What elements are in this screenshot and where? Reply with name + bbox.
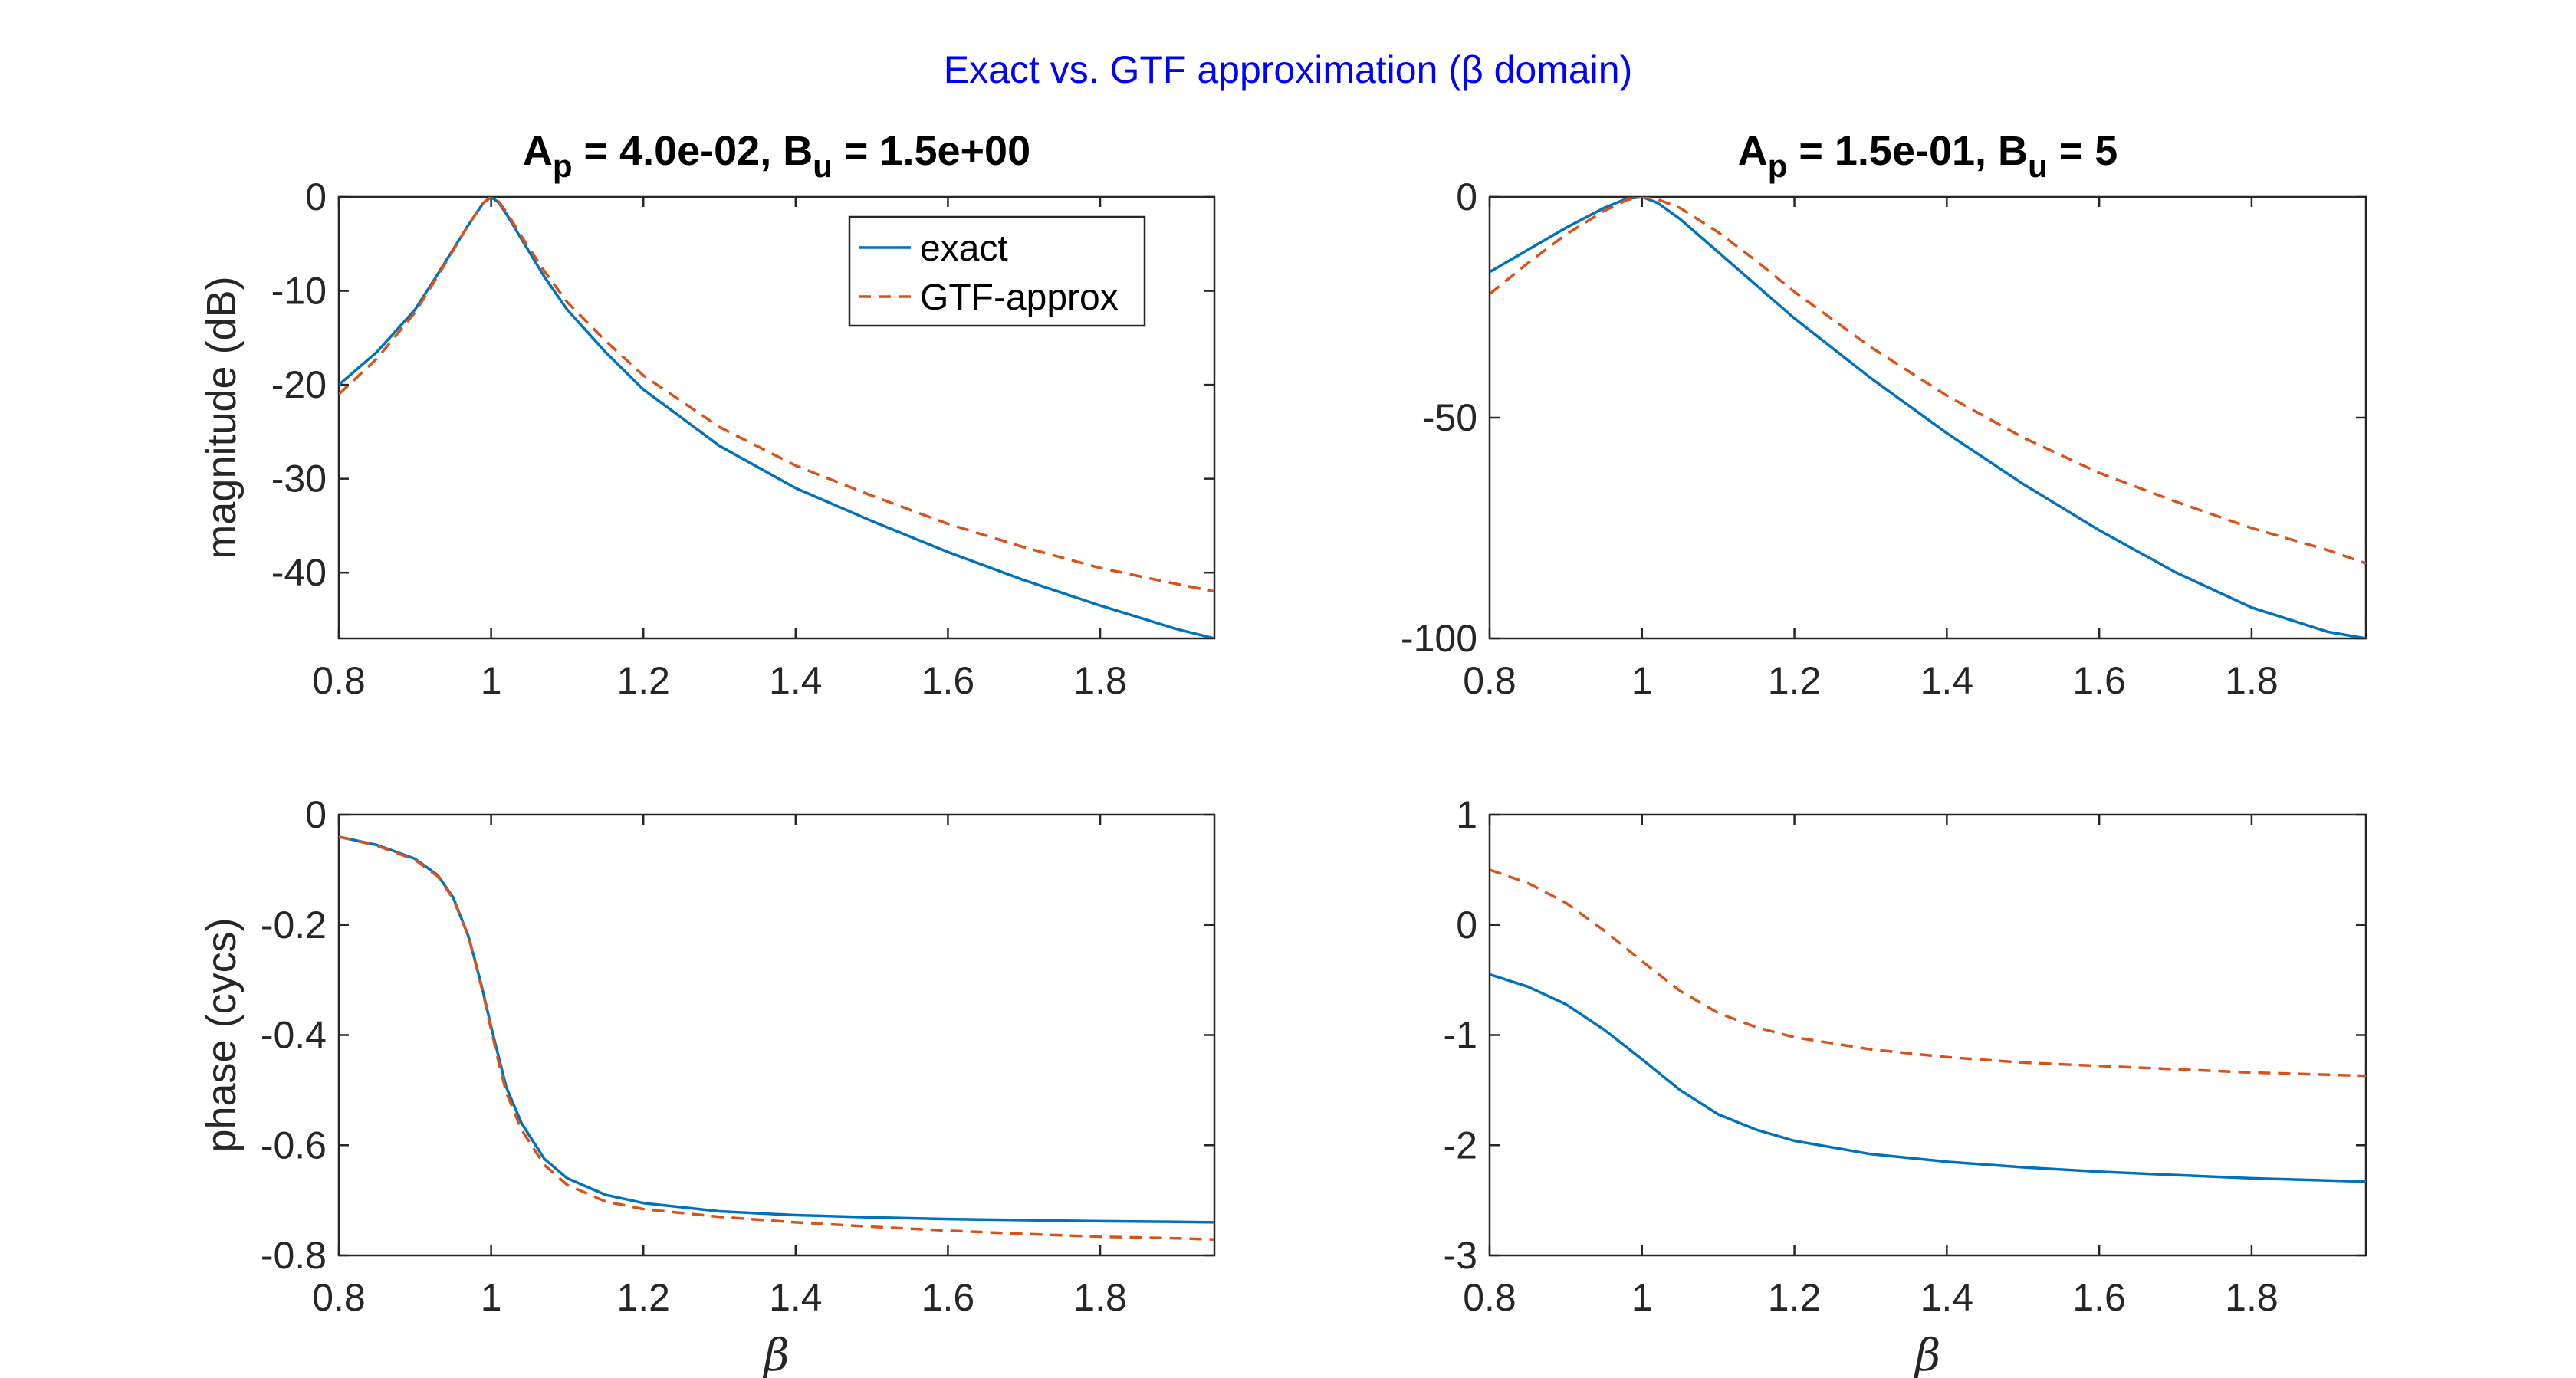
x-tick-label: 0.8	[312, 1276, 366, 1319]
title-subscript: p	[553, 148, 573, 184]
title-subscript: p	[1768, 148, 1788, 184]
y-axis-label: magnitude (dB)	[199, 276, 245, 559]
x-tick-label: 1	[1631, 1276, 1653, 1319]
x-tick-label: 1	[481, 659, 502, 702]
y-tick-label: 0	[305, 793, 327, 836]
series-line-exact	[1490, 197, 2366, 638]
subplot-left-magnitude: 0.8 1 1.2 1.4 1.6 1.8 0 -10 -20 -30 -40 Ap = 4.0e-0…	[199, 128, 1216, 702]
x-tick-label: 1.8	[2225, 659, 2279, 702]
title-text: = 1.5e-01, B	[1787, 128, 2028, 174]
x-tick-label: 0.8	[1463, 1276, 1516, 1319]
title-text: = 5	[2048, 128, 2118, 174]
title-text: A	[1738, 128, 1768, 174]
subplot-left-phase: 0.8 1 1.2 1.4 1.6 1.8 0 -0.2 -0.4 -0.6 -0.8 phase (…	[199, 793, 1216, 1378]
legend-label-exact: exact	[920, 228, 1008, 269]
y-tick-label: -20	[271, 363, 327, 406]
legend-box	[848, 215, 1146, 327]
x-tick-label: 1	[1631, 659, 1653, 702]
x-tick-label: 1.2	[1768, 659, 1822, 702]
title-text: = 1.5e+00	[833, 128, 1030, 174]
y-tick-label: -100	[1401, 617, 1477, 660]
x-tick-label: 1.2	[1768, 1276, 1822, 1319]
x-tick-label: 1.2	[616, 659, 670, 702]
series-line-exact	[1490, 973, 2366, 1183]
x-tick-label: 1.8	[2225, 1276, 2279, 1319]
series-line-gtf-approx	[339, 197, 1214, 593]
series-line-gtf-approx	[1490, 868, 2366, 1078]
y-tick-label: -10	[271, 270, 327, 313]
series-line-gtf-approx	[1490, 197, 2366, 565]
y-tick-label: 1	[1456, 793, 1477, 836]
legend: exact GTF-approx	[848, 215, 1146, 327]
x-axis-label: β	[762, 1329, 790, 1378]
subplot-title: Ap = 4.0e-02, Bu = 1.5e+00	[523, 128, 1030, 184]
x-tick-label: 1.8	[1073, 659, 1127, 702]
subplot-right-phase: 0.8 1 1.2 1.4 1.6 1.8 1 0 -1 -2 -3 β	[1444, 793, 2367, 1378]
x-tick-label: 1.6	[922, 1276, 975, 1319]
y-tick-label: -0.6	[261, 1124, 327, 1166]
x-tick-label: 1.6	[2072, 659, 2126, 702]
title-subscript: u	[2028, 148, 2048, 184]
y-tick-label: -0.8	[261, 1234, 327, 1277]
y-tick-label: -30	[271, 458, 327, 500]
title-subscript: u	[813, 148, 833, 184]
title-text: A	[523, 128, 553, 174]
x-tick-label: 1.6	[922, 659, 975, 702]
y-tick-label: 0	[1456, 176, 1477, 218]
y-tick-label: -3	[1444, 1234, 1477, 1277]
y-tick-label: 0	[1456, 904, 1477, 947]
x-tick-label: 0.8	[312, 659, 366, 702]
x-tick-label: 1.8	[1073, 1276, 1127, 1319]
x-tick-label: 1.4	[1921, 659, 1974, 702]
y-tick-label: -0.2	[261, 904, 327, 947]
x-tick-label: 1.4	[769, 659, 823, 702]
title-text: = 4.0e-02, B	[573, 128, 813, 174]
x-axis-label: β	[1914, 1329, 1941, 1378]
y-tick-label: -50	[1422, 396, 1477, 439]
subplot-title: Ap = 1.5e-01, Bu = 5	[1738, 128, 2118, 184]
x-tick-label: 1.4	[769, 1276, 823, 1319]
x-tick-label: 1	[481, 1276, 502, 1319]
axes-box	[337, 195, 1216, 640]
y-tick-label: -1	[1444, 1014, 1477, 1057]
y-tick-label: 0	[305, 176, 327, 218]
y-tick-label: -2	[1444, 1124, 1477, 1166]
figure-suptitle: Exact vs. GTF approximation (β domain)	[944, 48, 1633, 91]
x-tick-label: 0.8	[1463, 659, 1516, 702]
y-axis-label: phase (cycs)	[199, 917, 245, 1152]
subplot-right-magnitude: 0.8 1 1.2 1.4 1.6 1.8 0 -50 -100 Ap = 1.5e-01, Bu…	[1401, 128, 2367, 702]
series-line-gtf-approx	[339, 835, 1214, 1241]
x-tick-label: 1.6	[2072, 1276, 2126, 1319]
x-tick-label: 1.2	[616, 1276, 670, 1319]
y-tick-label: -40	[271, 551, 327, 594]
y-tick-label: -0.4	[261, 1014, 327, 1057]
legend-label-approx: GTF-approx	[920, 277, 1119, 318]
x-tick-label: 1.4	[1921, 1276, 1974, 1319]
